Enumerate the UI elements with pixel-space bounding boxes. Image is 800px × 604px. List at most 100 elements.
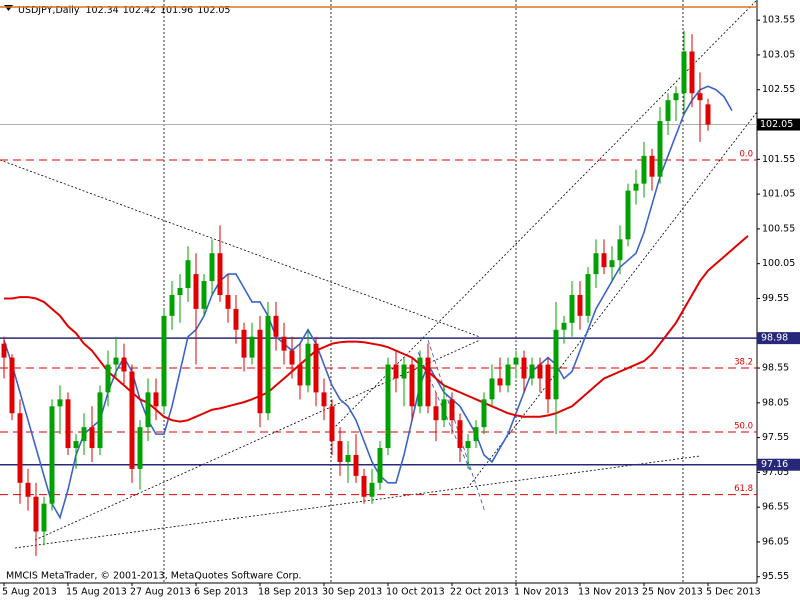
candle-body xyxy=(57,399,63,407)
x-tick-label: 13 Nov 2013 xyxy=(578,587,639,598)
last-low: 101.96 xyxy=(160,5,193,16)
candle-body xyxy=(281,336,287,351)
candle-body xyxy=(625,190,631,240)
candle-body xyxy=(17,413,23,483)
candle-body xyxy=(561,322,567,330)
candle-body xyxy=(9,357,15,414)
candle-body xyxy=(569,294,575,323)
candle-body xyxy=(377,448,383,483)
candle-body xyxy=(121,357,127,372)
y-tick-label: 97.55 xyxy=(762,432,789,443)
y-tick-label: 103.05 xyxy=(762,49,795,60)
candle-body xyxy=(401,364,407,379)
price-tag-label: 97.16 xyxy=(761,459,788,470)
candle-body xyxy=(393,364,399,379)
candle-body xyxy=(201,281,207,309)
header: USDJPY,Daily 102.34 102.42 101.96 102.05 xyxy=(18,5,230,16)
x-tick-label: 27 Aug 2013 xyxy=(130,587,191,598)
y-tick-label: 99.55 xyxy=(762,293,789,304)
y-tick-label: 98.55 xyxy=(762,363,789,374)
candle-body xyxy=(665,100,671,122)
candle-body xyxy=(505,364,511,386)
candle-body xyxy=(65,399,71,449)
candle-body xyxy=(361,475,367,497)
candle-body xyxy=(497,378,503,386)
y-tick-label: 97.05 xyxy=(762,467,789,478)
candle-body xyxy=(337,441,343,462)
candle-body xyxy=(313,343,319,393)
candle-body xyxy=(289,350,295,365)
candle-body xyxy=(441,399,447,421)
candle-body xyxy=(97,392,103,449)
x-tick-label: 5 Aug 2013 xyxy=(2,587,57,598)
x-tick-label: 1 Nov 2013 xyxy=(514,587,569,598)
trendline xyxy=(14,455,701,549)
candle-body xyxy=(433,406,439,421)
candle-body xyxy=(249,336,255,358)
candle-body xyxy=(657,121,663,177)
candle-body xyxy=(617,239,623,261)
candle-body xyxy=(673,93,679,101)
y-tick-label: 101.55 xyxy=(762,154,795,165)
candle-body xyxy=(697,93,703,101)
candle-body xyxy=(537,364,543,379)
candle-body xyxy=(297,364,303,386)
candle-body xyxy=(105,364,111,393)
candle-body xyxy=(225,294,231,309)
candle-body xyxy=(1,343,7,358)
fib-label: 38.2 xyxy=(734,358,753,368)
fib-label: 0.0 xyxy=(739,150,753,160)
candle-body xyxy=(49,406,55,504)
x-tick-label: 25 Nov 2013 xyxy=(642,587,703,598)
current-price-label: 102.05 xyxy=(760,119,793,130)
channel-line xyxy=(427,339,486,513)
candle-body xyxy=(89,427,95,449)
candle-body xyxy=(161,315,167,407)
candle-body xyxy=(577,294,583,316)
x-tick-label: 18 Sep 2013 xyxy=(258,587,318,598)
candle-body xyxy=(425,357,431,407)
candle-body xyxy=(33,496,39,532)
trendline xyxy=(329,0,758,433)
candle-body xyxy=(641,155,647,184)
x-tick-label: 5 Dec 2013 xyxy=(706,587,761,598)
y-tick-label: 95.55 xyxy=(762,571,789,582)
candle-body xyxy=(449,399,455,421)
candle-body xyxy=(345,454,351,462)
candle-body xyxy=(129,371,135,469)
candle-body xyxy=(593,253,599,275)
trendline xyxy=(469,111,758,486)
y-tick-label: 96.05 xyxy=(762,536,789,547)
y-tick-label: 100.05 xyxy=(762,258,795,269)
fib-label: 61.8 xyxy=(734,484,753,494)
y-tick-label: 103.55 xyxy=(762,15,795,26)
candle-body xyxy=(169,294,175,316)
y-tick-label: 96.55 xyxy=(762,502,789,513)
candle-body xyxy=(353,454,359,476)
trendline xyxy=(0,159,481,338)
candle-body xyxy=(113,357,119,365)
candle-body xyxy=(649,155,655,177)
price-tag-label: 98.98 xyxy=(761,333,788,344)
x-tick-label: 30 Sep 2013 xyxy=(322,587,382,598)
candle-body xyxy=(409,364,415,407)
candle-body xyxy=(457,420,463,449)
candle-body xyxy=(209,253,215,282)
candle-body xyxy=(153,392,159,407)
last-close: 102.05 xyxy=(197,5,230,16)
y-tick-label: 100.55 xyxy=(762,223,795,234)
price-tag xyxy=(757,458,800,471)
candle-body xyxy=(689,51,695,94)
candle-body xyxy=(257,329,263,414)
candle-body xyxy=(521,357,527,379)
candle-body xyxy=(41,503,47,532)
last-open: 102.34 xyxy=(85,5,118,16)
candle-body xyxy=(305,343,311,386)
candle-body xyxy=(601,253,607,268)
candle-body xyxy=(545,364,551,400)
y-tick-label: 98.05 xyxy=(762,397,789,408)
x-tick-label: 10 Oct 2013 xyxy=(386,587,445,598)
